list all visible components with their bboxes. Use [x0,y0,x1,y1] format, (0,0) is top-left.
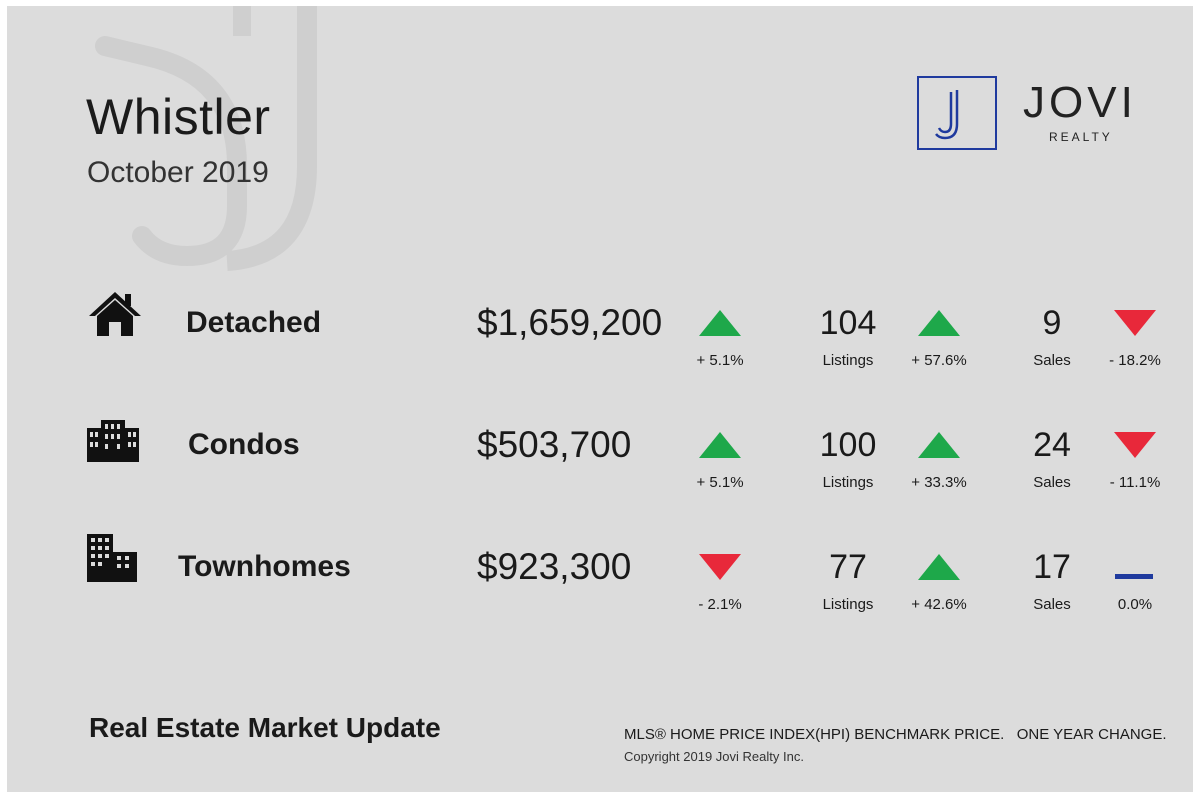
listings-count: 100 [819,426,877,464]
condo-building-icon [87,420,139,462]
sales-count: 9 [1042,304,1062,342]
sales-change: - 18.2% [1109,352,1161,369]
sales-label: Sales [1033,596,1071,613]
page-subtitle: October 2019 [87,156,269,189]
listings-label: Listings [822,352,874,369]
price-trend-up-icon [699,432,741,458]
sales-label: Sales [1033,352,1071,369]
sales-label: Sales [1033,474,1071,491]
benchmark-price: $923,300 [477,546,632,587]
sales-trend-flat-icon [1115,574,1153,579]
logo-name: JOVI [1023,78,1137,127]
benchmark-price: $503,700 [477,424,632,465]
sales-change: 0.0% [1117,596,1153,613]
price-trend-up-icon [699,310,741,336]
row-label: Detached [186,306,322,339]
row-condos: Condos $503,700 + 5.1% 100 Listings + 33… [7,410,1200,510]
listings-trend-up-icon [918,432,960,458]
listings-count: 104 [819,304,877,342]
row-townhomes: Townhomes $923,300 - 2.1% 77 Listings + … [7,532,1200,632]
listings-change: + 57.6% [911,352,967,369]
row-detached: Detached $1,659,200 + 5.1% 104 Listings … [7,288,1200,388]
sales-trend-down-icon [1114,432,1156,458]
watermark-j-icon [95,6,317,271]
footer-copyright: Copyright 2019 Jovi Realty Inc. [624,749,804,764]
sales-change: - 11.1% [1109,474,1161,491]
benchmark-price: $1,659,200 [477,302,663,343]
footer-note: MLS® HOME PRICE INDEX(HPI) BENCHMARK PRI… [624,726,1167,743]
page-title: Whistler [86,89,271,145]
price-trend-down-icon [699,554,741,580]
market-update-card: Whistler October 2019 JOVI REALTY Detach… [7,6,1193,792]
logo-subtitle: REALTY [1049,130,1113,144]
listings-trend-up-icon [918,310,960,336]
sales-trend-down-icon [1114,310,1156,336]
row-label: Condos [188,428,300,461]
sales-count: 24 [1033,426,1071,464]
logo-j-icon [935,90,959,140]
listings-change: + 33.3% [911,474,967,491]
price-change: + 5.1% [696,474,744,491]
house-icon [89,292,141,336]
footer-title: Real Estate Market Update [89,712,441,743]
sales-count: 17 [1033,548,1071,586]
listings-trend-up-icon [918,554,960,580]
listings-change: + 42.6% [911,596,967,613]
price-change: + 5.1% [696,352,744,369]
townhome-buildings-icon [87,534,137,582]
listings-label: Listings [822,596,874,613]
row-label: Townhomes [178,550,351,583]
price-change: - 2.1% [698,596,742,613]
listings-label: Listings [822,474,874,491]
listings-count: 77 [829,548,867,586]
logo-mark [917,76,997,150]
